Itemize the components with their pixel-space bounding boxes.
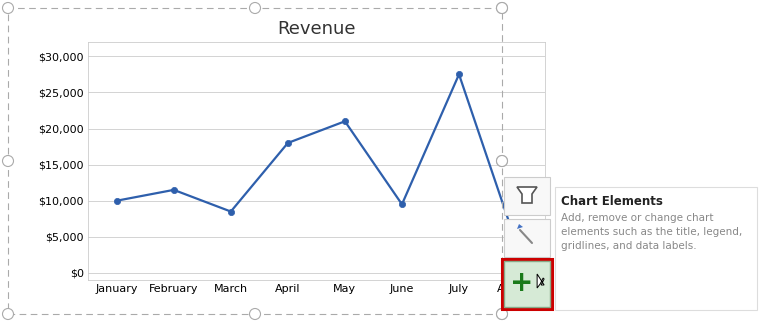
Circle shape	[2, 308, 14, 319]
Text: Add, remove or change chart
elements such as the title, legend,
gridlines, and d: Add, remove or change chart elements suc…	[561, 213, 742, 251]
Bar	[502, 259, 552, 309]
Circle shape	[496, 3, 508, 14]
Circle shape	[496, 308, 508, 319]
Bar	[504, 261, 550, 307]
Title: Revenue: Revenue	[277, 20, 356, 38]
Circle shape	[2, 156, 14, 166]
Polygon shape	[517, 187, 537, 203]
FancyBboxPatch shape	[555, 187, 757, 310]
Bar	[504, 177, 550, 215]
Text: +: +	[510, 269, 533, 297]
Circle shape	[496, 308, 508, 319]
Circle shape	[496, 156, 508, 166]
Circle shape	[496, 3, 508, 14]
Polygon shape	[537, 274, 544, 288]
Circle shape	[249, 3, 261, 14]
Circle shape	[2, 3, 14, 14]
Polygon shape	[517, 224, 523, 229]
Circle shape	[496, 156, 508, 166]
Text: Chart Elements: Chart Elements	[561, 195, 663, 208]
Bar	[504, 219, 550, 257]
Circle shape	[249, 308, 261, 319]
